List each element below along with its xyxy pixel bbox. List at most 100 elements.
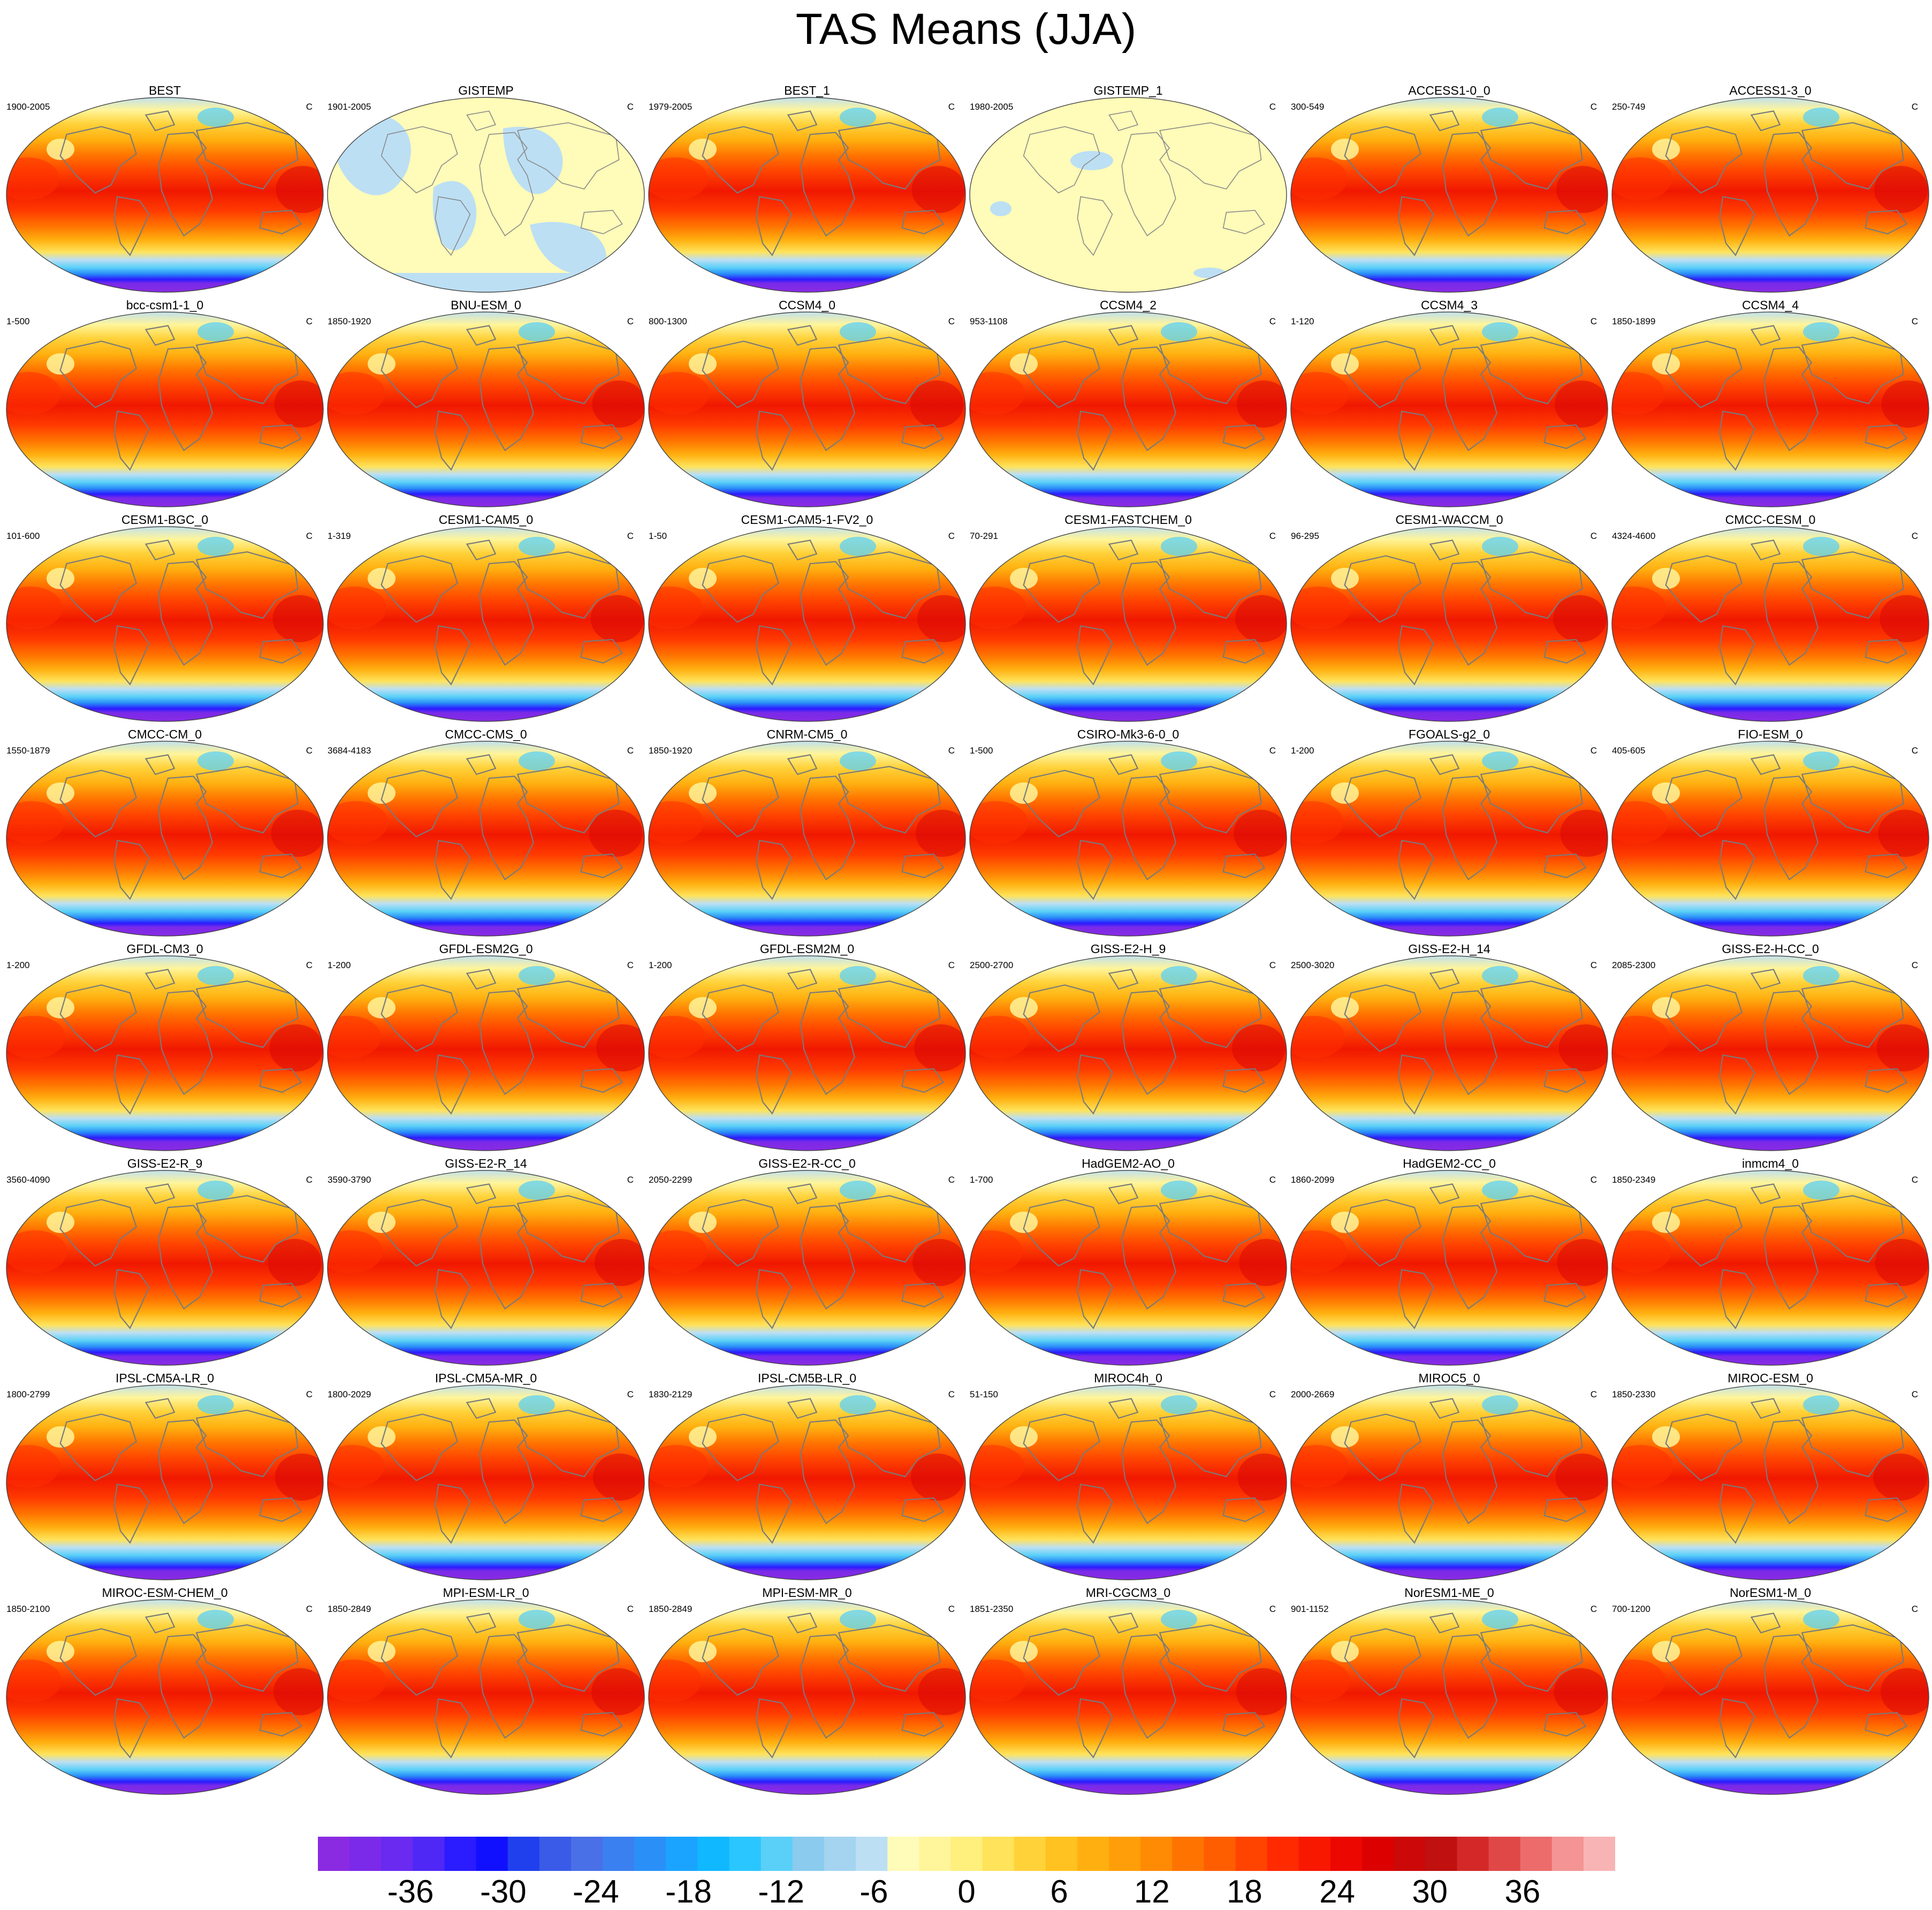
map-panel: CMCC-CMS_0 3684-4183 C	[325, 724, 646, 939]
panel-title: ACCESS1-0_0	[1408, 83, 1490, 97]
panel-unit: C	[627, 960, 634, 970]
panel-title: MIROC-ESM-CHEM_0	[102, 1586, 228, 1600]
map-panel: inmcm4_0 1850-2349 C	[1610, 1153, 1931, 1368]
map-panel: GISS-E2-H_14 2500-3020 C	[1289, 939, 1610, 1153]
map-panel: BNU-ESM_0 1850-1920 C	[325, 295, 646, 509]
map-panel: GISS-E2-H_9 2500-2700 C	[968, 939, 1289, 1153]
colorbar-swatch	[950, 1837, 983, 1871]
panel-unit: C	[627, 102, 634, 112]
panel-period: 51-150	[970, 1389, 998, 1399]
panel-period: 953-1108	[970, 316, 1008, 326]
map-panel: IPSL-CM5A-MR_0 1800-2029 C	[325, 1368, 646, 1582]
panel-title: CMCC-CM_0	[128, 727, 202, 741]
panel-unit: C	[627, 1604, 634, 1614]
map-panel: MIROC-ESM_0 1850-2330 C	[1610, 1368, 1931, 1582]
panel-period: 1-700	[970, 1175, 993, 1185]
colorbar-tick-label: 12	[1134, 1874, 1170, 1909]
map-panel: CCSM4_3 1-120 C	[1289, 295, 1610, 509]
panel-period: 1-200	[328, 960, 351, 970]
panel-map	[327, 955, 645, 1151]
panel-unit: C	[1590, 316, 1597, 326]
panel-map	[648, 741, 966, 937]
panel-unit: C	[1911, 960, 1918, 970]
panel-map	[648, 1599, 966, 1795]
colorbar-swatch	[1488, 1837, 1521, 1871]
panel-map	[648, 526, 966, 722]
panel-period: 3684-4183	[328, 745, 371, 756]
panel-unit: C	[627, 316, 634, 326]
colorbar-swatch	[1077, 1837, 1109, 1871]
panel-map	[969, 1170, 1287, 1366]
panel-unit: C	[1911, 316, 1918, 326]
map-panel: ACCESS1-3_0 250-749 C	[1610, 80, 1931, 295]
panel-unit: C	[948, 960, 955, 970]
colorbar-swatch	[1394, 1837, 1426, 1871]
map-panel: MRI-CGCM3_0 1851-2350 C	[968, 1582, 1289, 1797]
map-panel: MPI-ESM-LR_0 1850-2849 C	[325, 1582, 646, 1797]
map-panel: CMCC-CM_0 1550-1879 C	[4, 724, 325, 939]
colorbar-swatch	[792, 1837, 825, 1871]
panel-title: GISS-E2-R_9	[127, 1156, 203, 1170]
panel-unit: C	[1590, 531, 1597, 541]
map-panel: IPSL-CM5A-LR_0 1800-2799 C	[4, 1368, 325, 1582]
colorbar-swatch	[1457, 1837, 1489, 1871]
panel-period: 1-319	[328, 531, 351, 541]
colorbar-swatch	[760, 1837, 793, 1871]
panel-period: 1850-2849	[328, 1604, 371, 1614]
panel-map	[1290, 311, 1608, 507]
panel-unit: C	[948, 1604, 955, 1614]
colorbar-swatch	[1425, 1837, 1457, 1871]
panel-period: 2500-2700	[970, 960, 1014, 970]
panel-unit: C	[1269, 316, 1276, 326]
panel-unit: C	[1590, 960, 1597, 970]
map-panel: CESM1-CAM5-1-FV2_0 1-50 C	[646, 509, 968, 724]
panel-unit: C	[1590, 102, 1597, 112]
panel-title: IPSL-CM5A-MR_0	[435, 1371, 537, 1385]
panel-period: 1850-2330	[1612, 1389, 1656, 1399]
panel-map	[648, 311, 966, 507]
panel-title: FGOALS-g2_0	[1408, 727, 1490, 741]
panel-title: NorESM1-M_0	[1729, 1586, 1812, 1600]
panel-map	[969, 955, 1287, 1151]
map-panel: CCSM4_4 1850-1899 C	[1610, 295, 1931, 509]
colorbar-tick-label: 24	[1319, 1874, 1355, 1909]
panel-title: GFDL-ESM2G_0	[439, 942, 533, 956]
panel-unit: C	[306, 316, 313, 326]
colorbar-swatch	[571, 1837, 603, 1871]
panel-title: MPI-ESM-MR_0	[762, 1586, 852, 1600]
panel-map	[6, 526, 324, 722]
panel-unit: C	[1269, 531, 1276, 541]
panel-map	[327, 311, 645, 507]
colorbar-tick-label: -36	[387, 1874, 434, 1909]
panel-title: CSIRO-Mk3-6-0_0	[1077, 727, 1180, 741]
panel-unit: C	[627, 745, 634, 756]
panel-map	[6, 1170, 324, 1366]
panel-map	[648, 1384, 966, 1580]
panel-title: CCSM4_3	[1420, 298, 1478, 312]
map-panel: GISS-E2-R_9 3560-4090 C	[4, 1153, 325, 1368]
panel-map	[327, 97, 645, 293]
panel-unit: C	[1911, 531, 1918, 541]
panel-title: inmcm4_0	[1741, 1156, 1799, 1170]
panel-period: 700-1200	[1612, 1604, 1650, 1614]
colorbar-swatch	[824, 1837, 856, 1871]
panel-title: MRI-CGCM3_0	[1085, 1586, 1171, 1600]
panel-map	[6, 97, 324, 293]
panel-period: 901-1152	[1291, 1604, 1329, 1614]
colorbar	[318, 1837, 1615, 1871]
panel-map	[1290, 1599, 1608, 1795]
panel-title: HadGEM2-CC_0	[1403, 1156, 1496, 1170]
colorbar-swatch	[413, 1837, 445, 1871]
panel-map	[969, 526, 1287, 722]
panel-title: GFDL-CM3_0	[126, 942, 203, 956]
colorbar-swatch	[666, 1837, 698, 1871]
map-panel: GISS-E2-R_14 3590-3790 C	[325, 1153, 646, 1368]
colorbar-swatch	[634, 1837, 666, 1871]
panel-unit: C	[1911, 1389, 1918, 1399]
map-panel: HadGEM2-CC_0 1860-2099 C	[1289, 1153, 1610, 1368]
colorbar-swatch	[729, 1837, 762, 1871]
panel-period: 1850-2349	[1612, 1175, 1656, 1185]
map-panel: GISTEMP 1901-2005 C	[325, 80, 646, 295]
map-panel: BEST 1900-2005 C	[4, 80, 325, 295]
panel-unit: C	[1590, 1604, 1597, 1614]
